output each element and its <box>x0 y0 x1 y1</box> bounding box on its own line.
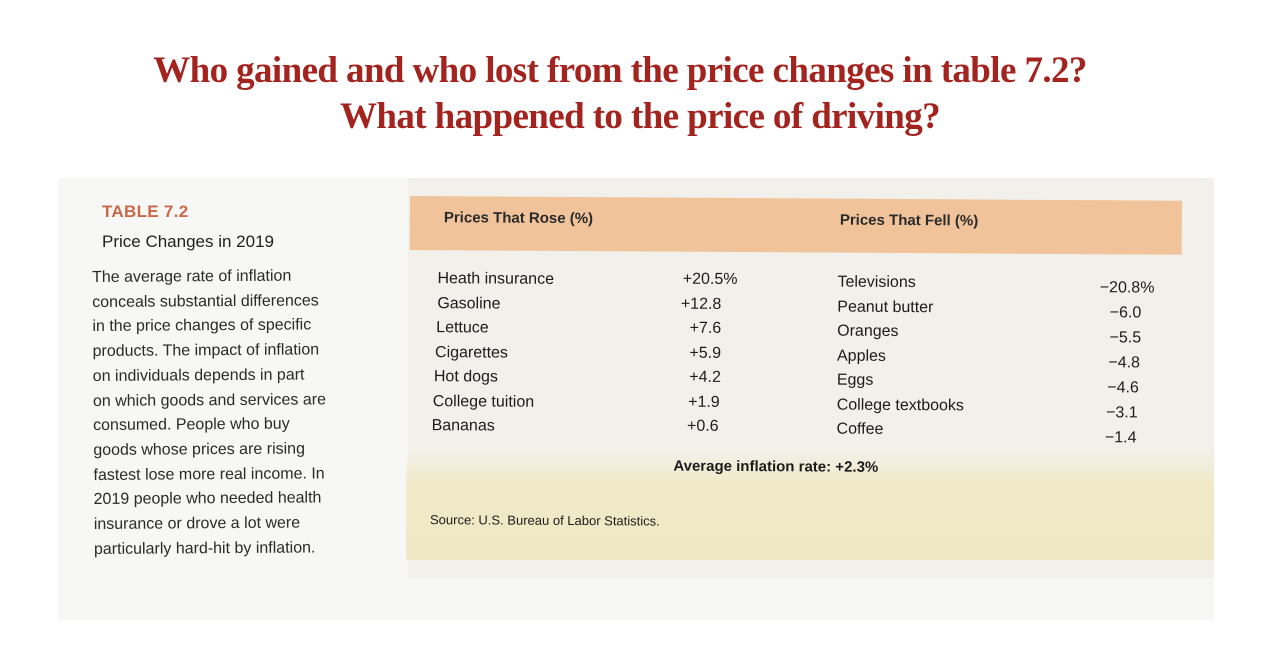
rose-item: Gasoline <box>437 295 501 313</box>
table-label: TABLE 7.2 <box>102 202 189 221</box>
rose-item: Lettuce <box>436 319 489 337</box>
rose-value: +0.6 <box>686 417 719 435</box>
rose-value: +20.5% <box>682 270 738 289</box>
caption-line: in the price changes of specific <box>92 316 312 336</box>
caption-line: on individuals depends in part <box>92 366 305 385</box>
rose-value: +5.9 <box>689 344 722 362</box>
fell-value: −20.8% <box>1099 279 1155 297</box>
fell-item: College textbooks <box>836 396 964 415</box>
rose-item: Cigarettes <box>434 344 509 362</box>
caption-line: consumed. People who buy <box>93 415 290 435</box>
fell-item: Peanut butter <box>837 298 934 317</box>
caption-line: 2019 people who needed health <box>93 489 322 509</box>
caption-line: conceals substantial differences <box>92 292 319 311</box>
rose-item: College tuition <box>432 393 535 411</box>
fell-item: Eggs <box>836 371 874 389</box>
table-caption-title: Price Changes in 2019 <box>102 232 275 251</box>
fell-item: Apples <box>836 347 887 365</box>
table-source: Source: U.S. Bureau of Labor Statistics. <box>429 512 660 529</box>
fell-item: Oranges <box>837 322 899 340</box>
rose-value: +4.2 <box>689 368 721 386</box>
average-inflation-rate: Average inflation rate: +2.3% <box>673 457 879 476</box>
table-caption-body: The average rate of inflation conceals s… <box>92 264 384 562</box>
fell-item: Televisions <box>837 273 916 292</box>
caption-line: The average rate of inflation <box>92 267 292 286</box>
price-changes-table: Prices That Rose (%) Prices That Fell (%… <box>408 196 1182 541</box>
fell-value: −1.4 <box>1104 429 1137 447</box>
rose-item: Heath insurance <box>437 270 555 288</box>
fell-value: −4.8 <box>1108 354 1141 372</box>
table-header: Prices That Rose (%) Prices That Fell (%… <box>409 196 1182 255</box>
caption-line: products. The impact of inflation <box>92 341 320 361</box>
highlight-band <box>406 450 1214 560</box>
slide-title: Who gained and who lost from the price c… <box>0 48 1280 140</box>
fell-value: −3.1 <box>1106 404 1138 422</box>
caption-line: particularly hard-hit by inflation. <box>93 539 316 558</box>
caption-line: on which goods and services are <box>92 390 327 410</box>
caption-line: goods whose prices are rising <box>93 440 306 459</box>
slide-title-line-1: Who gained and who lost from the price c… <box>153 50 1087 91</box>
fell-item: Coffee <box>836 420 884 438</box>
fell-value: −4.6 <box>1107 379 1139 397</box>
rose-value: +7.6 <box>689 319 722 337</box>
fell-value: −5.5 <box>1109 329 1142 347</box>
rose-item: Hot dogs <box>433 368 498 386</box>
slide-title-line-2: What happened to the price of driving? <box>339 96 941 137</box>
caption-line: insurance or drove a lot were <box>93 514 301 534</box>
rose-item: Bananas <box>431 417 495 435</box>
rose-value: +1.9 <box>688 393 720 411</box>
header-prices-fell: Prices That Fell (%) <box>839 211 979 230</box>
fell-value: −6.0 <box>1109 304 1142 322</box>
header-prices-rose: Prices That Rose (%) <box>443 209 594 228</box>
rose-value: +12.8 <box>680 295 722 313</box>
caption-line: fastest lose more real income. In <box>93 465 325 484</box>
